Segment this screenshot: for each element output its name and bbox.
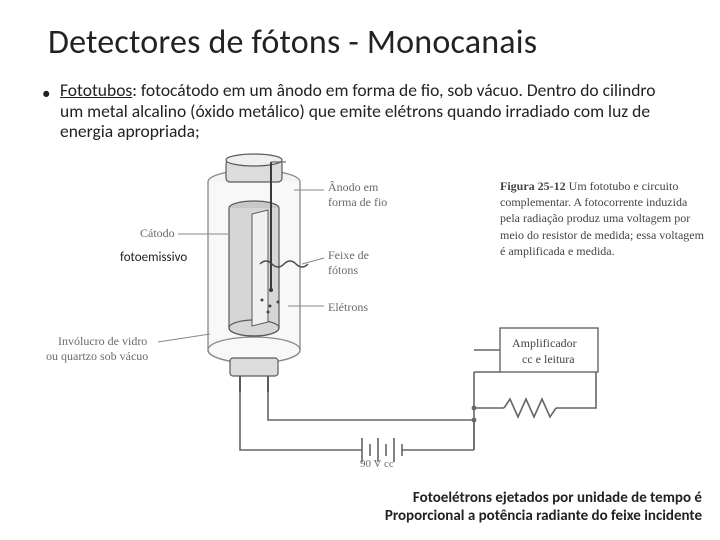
figure-caption: Figura 25-12 Um fototubo e circuito comp… xyxy=(500,178,706,259)
resistor-icon xyxy=(504,399,556,417)
label-amp-1: Amplificador xyxy=(512,336,577,351)
label-battery: 90 V cc xyxy=(360,458,394,470)
tube-base xyxy=(230,358,278,392)
label-anode-2: forma de fio xyxy=(328,195,387,210)
label-photon-2: fótons xyxy=(328,263,358,278)
label-electrons: Elétrons xyxy=(328,300,368,315)
label-amp-2: cc e leitura xyxy=(522,352,575,367)
footer-text: Fotoelétrons ejetados por unidade de tem… xyxy=(385,489,702,527)
label-photon-1: Feixe de xyxy=(328,248,369,263)
label-anode-1: Ânodo em xyxy=(328,180,378,195)
label-envelope-2: ou quartzo sob vácuo xyxy=(46,349,148,364)
slide-root: Detectores de fótons - Monocanais • Foto… xyxy=(0,0,720,540)
footer-line-1: Fotoelétrons ejetados por unidade de tem… xyxy=(385,489,702,508)
label-envelope-1: Invólucro de vidro xyxy=(58,334,147,349)
figure-caption-number: Figura 25-12 xyxy=(500,179,566,193)
label-photoemissive: fotoemissivo xyxy=(120,250,187,265)
label-cathode: Cátodo xyxy=(140,226,175,241)
footer-line-2: Proporcional a potência radiante do feix… xyxy=(385,507,702,526)
